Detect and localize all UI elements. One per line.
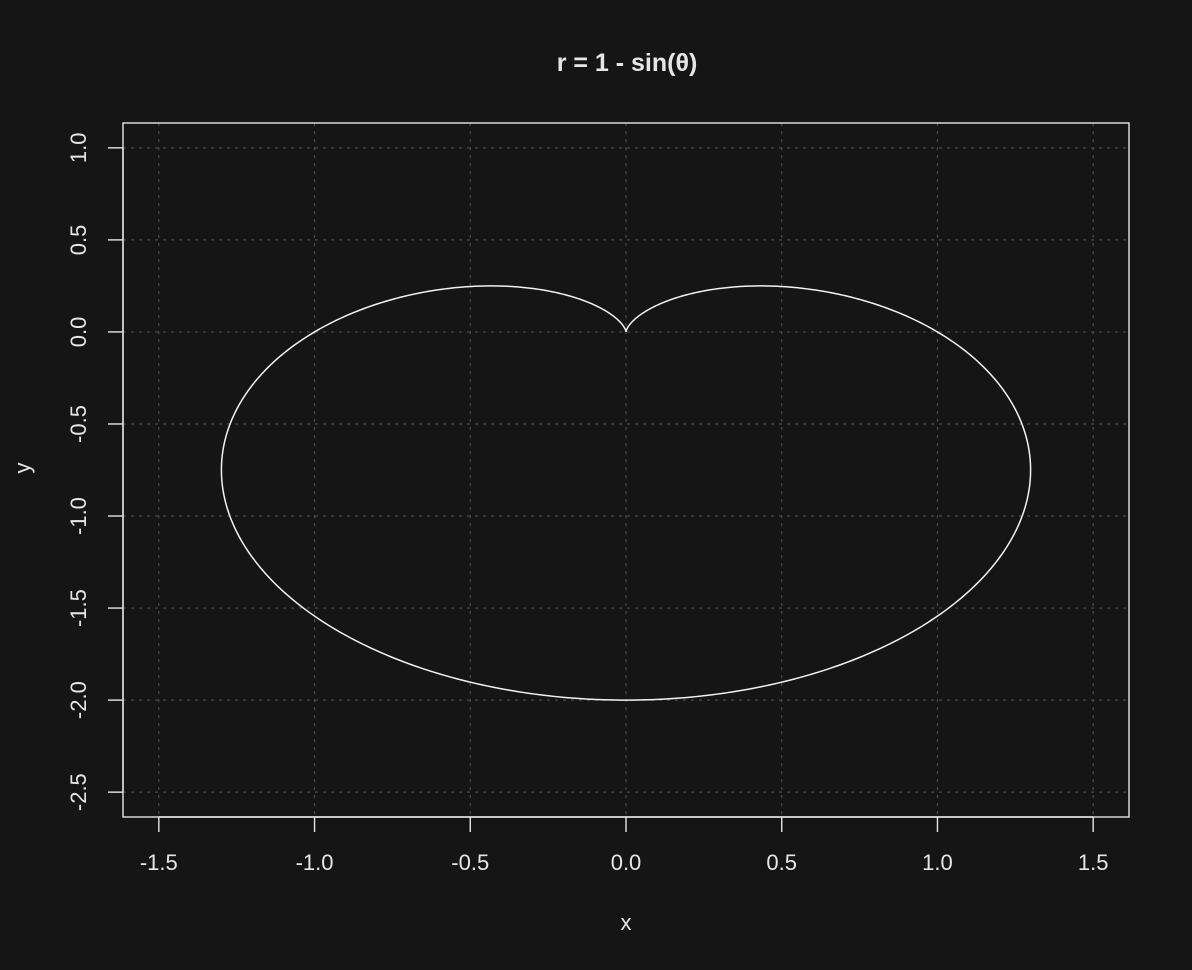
tick-layer: -1.5 -1.0 -0.5 0.0 0.5 1.0 1.5 1.0 0.5 0.0 -0.5 -1.… bbox=[66, 133, 1109, 875]
chart-title: r = 1 - sin(θ) bbox=[557, 49, 698, 77]
x-tick-label-0: -1.5 bbox=[140, 850, 178, 875]
x-tick-label-1: -1.0 bbox=[296, 850, 334, 875]
x-axis-label: x bbox=[621, 910, 632, 935]
y-axis-label: y bbox=[10, 463, 35, 474]
y-tick-label-2: 0.0 bbox=[66, 317, 91, 348]
y-tick-label-7: -2.5 bbox=[66, 773, 91, 811]
x-tick-label-3: 0.0 bbox=[611, 850, 642, 875]
x-tick-label-2: -0.5 bbox=[451, 850, 489, 875]
curve-layer bbox=[220, 285, 1032, 701]
y-tick-label-5: -1.5 bbox=[66, 589, 91, 627]
x-tick-label-4: 0.5 bbox=[766, 850, 797, 875]
cardioid-series-line bbox=[220, 285, 1032, 701]
y-tick-label-1: 0.5 bbox=[66, 225, 91, 256]
y-tick-label-4: -1.0 bbox=[66, 497, 91, 535]
y-tick-label-6: -2.0 bbox=[66, 681, 91, 719]
grid-layer bbox=[123, 123, 1129, 817]
y-tick-label-0: 1.0 bbox=[66, 133, 91, 164]
plot-frame bbox=[122, 122, 1130, 818]
y-tick-label-3: -0.5 bbox=[66, 405, 91, 443]
x-tick-label-6: 1.5 bbox=[1078, 850, 1109, 875]
x-tick-label-5: 1.0 bbox=[922, 850, 953, 875]
